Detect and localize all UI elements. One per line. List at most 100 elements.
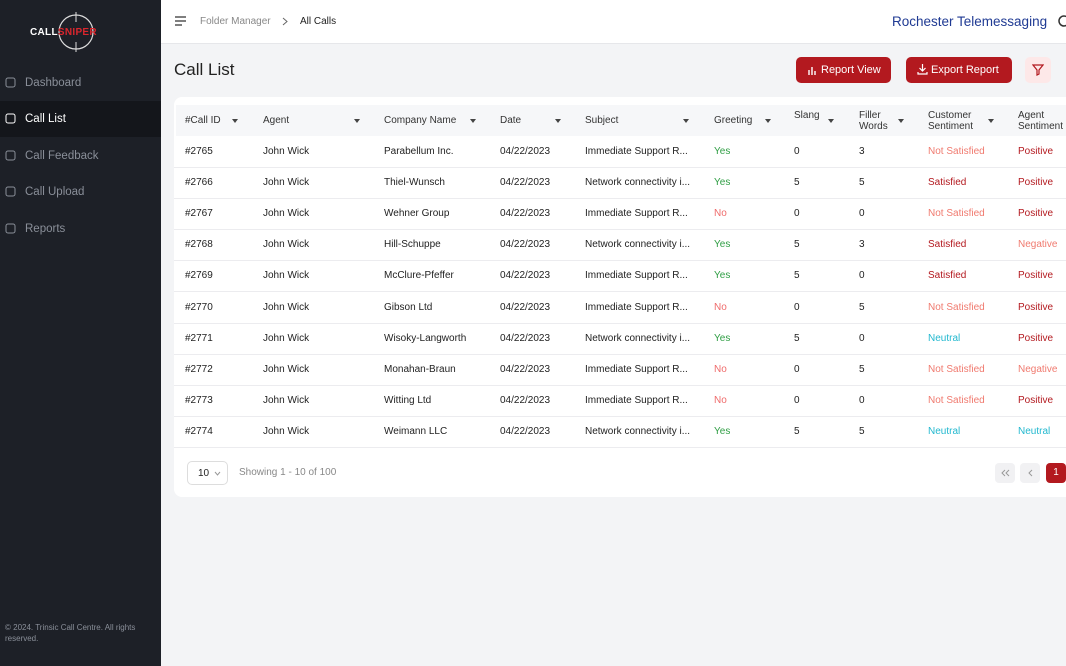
export-report-button[interactable]: Export Report xyxy=(906,57,1012,83)
table-cell: John Wick xyxy=(263,208,310,220)
table-cell: No xyxy=(714,394,727,406)
sort-icon[interactable] xyxy=(470,119,476,123)
table-cell: Network connectivity i... xyxy=(585,239,691,251)
settings-icon[interactable] xyxy=(1057,14,1066,28)
table-cell: Negative xyxy=(1018,239,1058,251)
menu-icon[interactable] xyxy=(175,16,187,26)
column-header[interactable]: Agent Sentiment xyxy=(1018,110,1064,132)
sort-icon[interactable] xyxy=(354,119,360,123)
column-header[interactable]: Date xyxy=(500,115,522,126)
filter-button[interactable] xyxy=(1025,57,1051,83)
row-divider xyxy=(174,322,1066,324)
table-cell: John Wick xyxy=(263,146,310,157)
prev-page-button[interactable] xyxy=(1020,463,1040,483)
logo-text: SNIPER xyxy=(57,27,97,38)
table-cell: Positive xyxy=(1018,394,1054,406)
table-cell: 3 xyxy=(859,146,865,157)
nav-item[interactable]: Call Upload xyxy=(0,174,161,210)
table-cell: #2774 xyxy=(185,425,213,437)
sort-icon[interactable] xyxy=(232,119,238,123)
table-cell: No xyxy=(714,208,727,220)
topbar: Folder Manager All Calls Rochester Telem… xyxy=(161,0,1066,44)
table-cell: Immediate Support R... xyxy=(585,146,688,157)
table-cell: Immediate Support R... xyxy=(585,208,688,220)
table-cell: Satisfied xyxy=(928,239,967,251)
table-cell: Neutral xyxy=(928,425,961,437)
table-cell: John Wick xyxy=(263,425,310,437)
nav-item[interactable]: Call List xyxy=(0,101,161,137)
table-cell: 04/22/2023 xyxy=(500,425,551,437)
column-header[interactable]: Filler Words xyxy=(859,110,888,132)
table-cell: Not Satisfied xyxy=(928,301,985,313)
organization: Rochester Telemessaging xyxy=(892,14,1048,29)
first-page-button[interactable] xyxy=(995,463,1015,483)
column-header[interactable]: Customer Sentiment xyxy=(928,110,974,132)
row-divider xyxy=(174,353,1066,355)
nav-item[interactable]: Call Feedback xyxy=(0,138,161,174)
sort-icon[interactable] xyxy=(765,119,771,123)
column-header[interactable]: Subject xyxy=(585,115,619,126)
table-cell: Wehner Group xyxy=(384,208,450,220)
table-cell: John Wick xyxy=(263,363,310,375)
table-cell: Immediate Support R... xyxy=(585,270,688,282)
breadcrumb[interactable]: Folder Manager xyxy=(200,16,271,27)
table-cell: Satisfied xyxy=(928,177,967,189)
report-view-button[interactable]: Report View xyxy=(796,57,891,83)
nav-icon xyxy=(5,150,16,160)
table-cell: 5 xyxy=(794,332,800,344)
table-cell: 0 xyxy=(794,208,800,220)
row-divider xyxy=(174,291,1066,293)
pagination-summary: Showing 1 - 10 of 100 xyxy=(239,467,337,478)
row-divider xyxy=(174,384,1066,386)
table-cell: Immediate Support R... xyxy=(585,394,688,406)
table-cell: Not Satisfied xyxy=(928,394,985,406)
column-header[interactable]: Company Name xyxy=(384,115,457,126)
sort-icon[interactable] xyxy=(555,119,561,123)
table-cell: #2765 xyxy=(185,146,213,157)
table-cell: 0 xyxy=(859,394,865,406)
nav-item[interactable]: Dashboard xyxy=(0,65,161,101)
table-cell: Yes xyxy=(714,270,731,282)
row-divider xyxy=(174,415,1066,417)
table-cell: Not Satisfied xyxy=(928,363,985,375)
page-size: 10 xyxy=(198,468,210,479)
table-cell: 5 xyxy=(794,239,800,251)
row-divider xyxy=(174,229,1066,231)
page-button[interactable]: 1 xyxy=(1046,463,1066,483)
page-size-select[interactable]: 10 xyxy=(187,461,228,485)
table-cell: Not Satisfied xyxy=(928,208,985,220)
nav-label: Dashboard xyxy=(25,76,82,89)
table-cell: Weimann LLC xyxy=(384,425,448,437)
table-cell: 5 xyxy=(794,425,800,437)
table-cell: Network connectivity i... xyxy=(585,425,691,437)
column-header[interactable]: Greeting xyxy=(714,115,753,126)
sort-icon[interactable] xyxy=(898,119,904,123)
table-cell: 04/22/2023 xyxy=(500,239,551,251)
column-header[interactable]: Slang xyxy=(794,110,820,121)
table-cell: Satisfied xyxy=(928,270,967,282)
table-cell: John Wick xyxy=(263,239,310,251)
table-cell: 04/22/2023 xyxy=(500,208,551,220)
table-card xyxy=(174,97,1066,497)
column-header[interactable]: Agent xyxy=(263,115,290,126)
table-cell: #2772 xyxy=(185,363,213,375)
breadcrumb: All Calls xyxy=(300,16,337,27)
sort-icon[interactable] xyxy=(683,119,689,123)
row-divider xyxy=(174,260,1066,262)
table-cell: 5 xyxy=(859,363,865,375)
table-cell: Negative xyxy=(1018,363,1058,375)
table-cell: 04/22/2023 xyxy=(500,394,551,406)
nav-item[interactable]: Reports xyxy=(0,211,161,247)
table-cell: Gibson Ltd xyxy=(384,301,433,313)
table-cell: 04/22/2023 xyxy=(500,363,551,375)
table-cell: #2768 xyxy=(185,239,213,251)
table-cell: Positive xyxy=(1018,301,1054,313)
table-cell: Neutral xyxy=(1018,425,1051,437)
column-header[interactable]: #Call ID xyxy=(185,115,221,126)
sort-icon[interactable] xyxy=(988,119,994,123)
button-label: Report View xyxy=(821,64,881,76)
sort-icon[interactable] xyxy=(828,119,834,123)
table-cell: No xyxy=(714,363,727,375)
table-cell: Hill-Schuppe xyxy=(384,239,441,251)
